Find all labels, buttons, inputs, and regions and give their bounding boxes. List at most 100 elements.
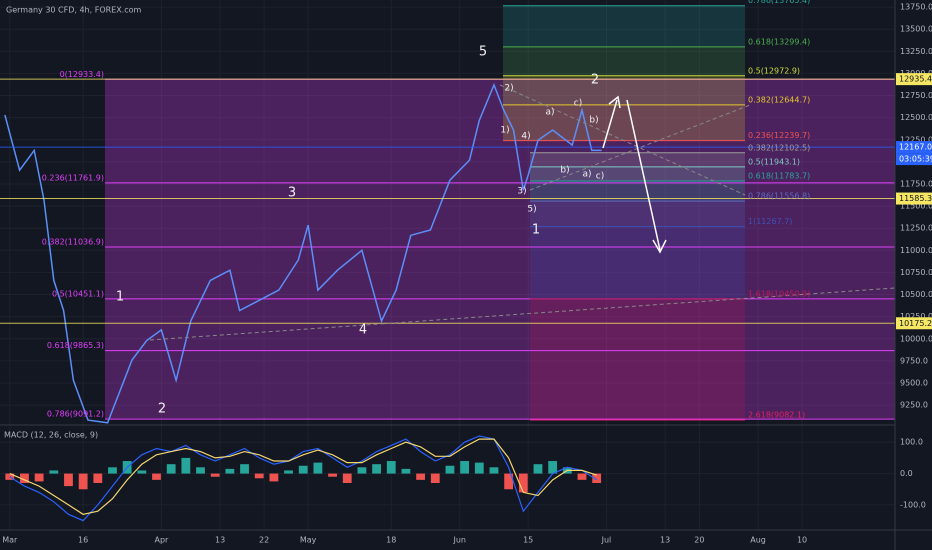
price-label: 12167.0 <box>899 143 932 152</box>
trend-line <box>499 84 746 196</box>
x-tick-label: Jul <box>601 536 612 545</box>
wave-label: 3) <box>517 187 526 197</box>
fib-zone <box>530 180 745 202</box>
macd-line <box>9 438 597 515</box>
macd-histogram-bar <box>372 464 381 474</box>
y-tick-label: 100.0 <box>900 438 923 447</box>
y-tick-label: 12750.0 <box>900 91 932 100</box>
wave-label: b) <box>589 116 598 126</box>
wave-label: 5) <box>527 205 536 215</box>
fib-zone <box>503 104 745 141</box>
x-tick-label: Aug <box>750 536 766 545</box>
wave-label: c) <box>574 99 582 109</box>
wave-label: 1) <box>500 126 509 136</box>
fib-label: 0.786(9091.2) <box>47 410 104 419</box>
y-tick-label: 0.0 <box>900 469 913 478</box>
x-tick-label: 13 <box>660 536 670 545</box>
y-tick-label: 9500.0 <box>900 378 928 387</box>
fib-zone <box>530 152 745 167</box>
macd-histogram-bar <box>533 464 543 474</box>
macd-histogram-bar <box>401 468 411 474</box>
fib-label: 0.618(13299.4) <box>748 37 810 46</box>
x-tick-label: May <box>300 536 317 545</box>
chart-title: Germany 30 CFD, 4h, FOREX.com <box>6 6 142 15</box>
macd-histogram-bar <box>592 473 602 483</box>
macd-histogram-bar <box>166 464 176 474</box>
fib-label: 0.5(12972.9) <box>748 66 800 75</box>
trend-line <box>529 104 751 191</box>
macd-histogram-bar <box>5 473 15 480</box>
macd-histogram-bar <box>386 461 396 474</box>
y-tick-label: 10500.0 <box>900 290 932 299</box>
fib-zone <box>105 182 895 248</box>
price-label: 10175.2 <box>899 319 932 328</box>
fib-label: 0.236(11761.9) <box>42 173 104 182</box>
fib-label: 1.618(10450.9) <box>748 289 810 298</box>
fib-zone <box>530 298 745 420</box>
fib-zone <box>503 46 745 76</box>
projection-arrow <box>626 99 661 251</box>
fib-label: 1(11267.7) <box>748 217 792 226</box>
y-tick-label: 10000.0 <box>900 334 932 343</box>
wave-label: 4) <box>521 132 530 142</box>
macd-title: MACD (12, 26, close, 9) <box>4 431 98 440</box>
y-tick-label: 13500.0 <box>900 25 932 34</box>
macd-histogram-bar <box>34 473 44 482</box>
y-tick-label: 13750.0 <box>900 3 932 12</box>
fib-label: 0.786(11556.8) <box>748 192 810 201</box>
wave-label: 2) <box>504 84 513 94</box>
macd-histogram-bar <box>313 462 323 474</box>
fib-zone <box>105 298 895 351</box>
macd-histogram-bar <box>108 467 117 474</box>
x-tick-label: 13 <box>215 536 225 545</box>
y-tick-label: 9250.0 <box>900 401 928 410</box>
wave-label: a) <box>582 170 591 180</box>
y-tick-label: 9750.0 <box>900 356 928 365</box>
macd-histogram-bar <box>357 467 367 474</box>
macd-histogram-bar <box>548 461 558 474</box>
fib-label: 0.5(10451.1) <box>52 289 104 298</box>
macd-histogram-bar <box>93 473 103 483</box>
x-tick-label: Apr <box>154 536 169 545</box>
macd-histogram-bar <box>460 461 470 474</box>
macd-histogram-bar <box>254 473 264 479</box>
grid <box>0 0 895 530</box>
y-tick-label: 10250.0 <box>900 312 932 321</box>
fib-zone <box>105 79 895 183</box>
fib-label: 0.382(12644.7) <box>748 95 810 104</box>
trend-line <box>149 287 896 341</box>
x-tick-label: 18 <box>386 536 396 545</box>
macd-histogram-bar <box>181 457 191 474</box>
y-tick-label: 11250.0 <box>900 224 932 233</box>
macd-histogram-bar <box>298 465 308 474</box>
fib-label: 0.382(11036.9) <box>42 238 104 247</box>
y-tick-label: 11500.0 <box>900 202 932 211</box>
fib-label: 0.618(9865.3) <box>47 341 104 350</box>
macd-histogram-bar <box>225 468 235 474</box>
macd-line <box>9 435 598 522</box>
macd-histogram-bar <box>78 473 88 490</box>
fib-zone <box>530 226 745 299</box>
fib-label: 0.382(12102.5) <box>748 143 810 152</box>
wave-label: a) <box>545 108 554 118</box>
y-tick-label: 10750.0 <box>900 268 932 277</box>
price-line <box>4 82 602 424</box>
x-tick-label: 22 <box>259 536 269 545</box>
price-label-box <box>896 317 932 330</box>
y-tick-label: 11000.0 <box>900 246 932 255</box>
macd-histogram-bar <box>240 464 249 474</box>
macd-histogram-bar <box>49 470 59 474</box>
macd-histogram-bar <box>196 467 205 474</box>
marks <box>0 5 895 522</box>
x-tick-label: Jun <box>452 536 466 545</box>
fib-zone <box>503 5 745 47</box>
macd-histogram-bar <box>577 473 587 480</box>
fib-zone <box>530 201 745 227</box>
price-label: 12935.4 <box>899 75 932 84</box>
x-tick-label: 20 <box>694 536 704 545</box>
macd-histogram-bar <box>489 467 499 474</box>
fib-zone <box>503 75 745 105</box>
macd-histogram-bar <box>64 473 73 487</box>
